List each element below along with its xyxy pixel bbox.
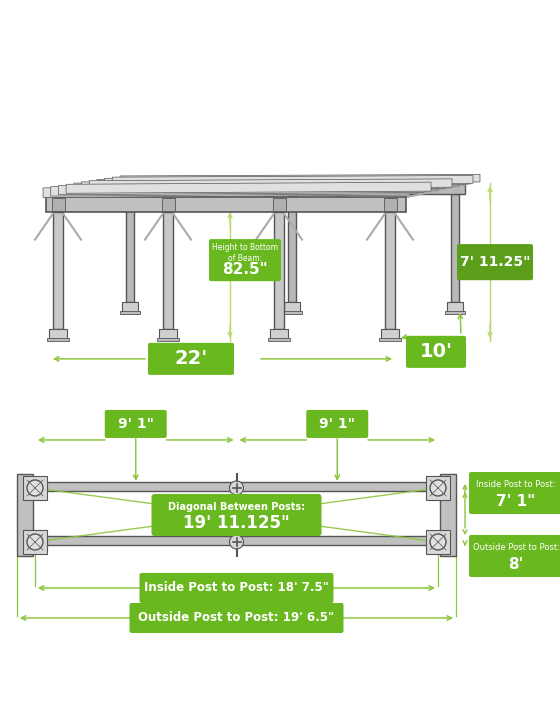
- FancyBboxPatch shape: [306, 410, 368, 438]
- Bar: [384, 199, 397, 211]
- Bar: [379, 338, 401, 341]
- Bar: [268, 338, 290, 341]
- Text: 10': 10': [419, 342, 452, 361]
- Bar: [426, 476, 450, 500]
- Bar: [270, 329, 288, 339]
- Bar: [447, 302, 463, 312]
- FancyBboxPatch shape: [209, 239, 281, 281]
- Text: 22': 22': [174, 349, 208, 368]
- Bar: [122, 302, 138, 312]
- Bar: [440, 474, 456, 556]
- Bar: [284, 302, 300, 312]
- Bar: [157, 338, 179, 341]
- Polygon shape: [74, 181, 438, 192]
- Bar: [274, 212, 284, 329]
- FancyBboxPatch shape: [457, 244, 533, 280]
- Text: Inside Post to Post: 18' 7.5": Inside Post to Post: 18' 7.5": [144, 581, 329, 594]
- Bar: [52, 199, 65, 211]
- Text: 7' 1": 7' 1": [496, 494, 535, 509]
- Bar: [445, 311, 465, 314]
- FancyBboxPatch shape: [105, 410, 167, 438]
- FancyBboxPatch shape: [469, 472, 560, 514]
- Polygon shape: [51, 185, 417, 196]
- Polygon shape: [82, 180, 445, 190]
- Text: 9' 1": 9' 1": [118, 417, 154, 431]
- Bar: [53, 212, 63, 329]
- Circle shape: [27, 534, 43, 550]
- Text: 82.5": 82.5": [222, 262, 268, 277]
- Bar: [49, 329, 67, 339]
- Text: 7' 11.25": 7' 11.25": [460, 255, 530, 269]
- Text: Height to Bottom
of Beam:: Height to Bottom of Beam:: [212, 244, 278, 263]
- Bar: [381, 329, 399, 339]
- Bar: [163, 212, 173, 329]
- Polygon shape: [97, 178, 459, 187]
- FancyBboxPatch shape: [129, 603, 343, 633]
- Polygon shape: [113, 175, 473, 185]
- Bar: [282, 311, 302, 314]
- Circle shape: [230, 535, 244, 549]
- Text: Outside Post to Post: 19' 6.5": Outside Post to Post: 19' 6.5": [138, 611, 334, 625]
- FancyBboxPatch shape: [406, 336, 466, 368]
- Bar: [120, 183, 465, 195]
- Circle shape: [230, 481, 244, 495]
- Bar: [426, 530, 450, 554]
- Polygon shape: [120, 175, 480, 183]
- Bar: [162, 199, 175, 211]
- Text: Diagonal Between Posts:: Diagonal Between Posts:: [168, 502, 305, 512]
- Circle shape: [430, 534, 446, 550]
- Bar: [17, 474, 33, 556]
- Polygon shape: [105, 177, 466, 186]
- Circle shape: [27, 480, 43, 496]
- Bar: [120, 311, 140, 314]
- FancyBboxPatch shape: [469, 535, 560, 577]
- Circle shape: [430, 480, 446, 496]
- Bar: [288, 195, 296, 302]
- Bar: [451, 195, 459, 302]
- Polygon shape: [58, 183, 424, 195]
- Text: Outside Post to Post:: Outside Post to Post:: [473, 543, 559, 552]
- Polygon shape: [43, 185, 410, 197]
- Bar: [126, 195, 134, 302]
- Bar: [159, 329, 177, 339]
- Polygon shape: [66, 182, 431, 193]
- Bar: [23, 530, 47, 554]
- FancyBboxPatch shape: [148, 343, 234, 375]
- Bar: [21, 482, 452, 491]
- Bar: [47, 338, 69, 341]
- Text: 9' 1": 9' 1": [319, 417, 355, 431]
- Bar: [273, 199, 286, 211]
- FancyBboxPatch shape: [152, 494, 321, 536]
- Bar: [385, 212, 395, 329]
- Text: 19' 11.125": 19' 11.125": [183, 514, 290, 532]
- FancyBboxPatch shape: [139, 573, 334, 603]
- Polygon shape: [89, 179, 452, 189]
- Bar: [46, 197, 406, 212]
- Text: Inside Post to Post:: Inside Post to Post:: [476, 480, 556, 489]
- Bar: [21, 536, 452, 545]
- Bar: [23, 476, 47, 500]
- Text: 8': 8': [508, 557, 524, 572]
